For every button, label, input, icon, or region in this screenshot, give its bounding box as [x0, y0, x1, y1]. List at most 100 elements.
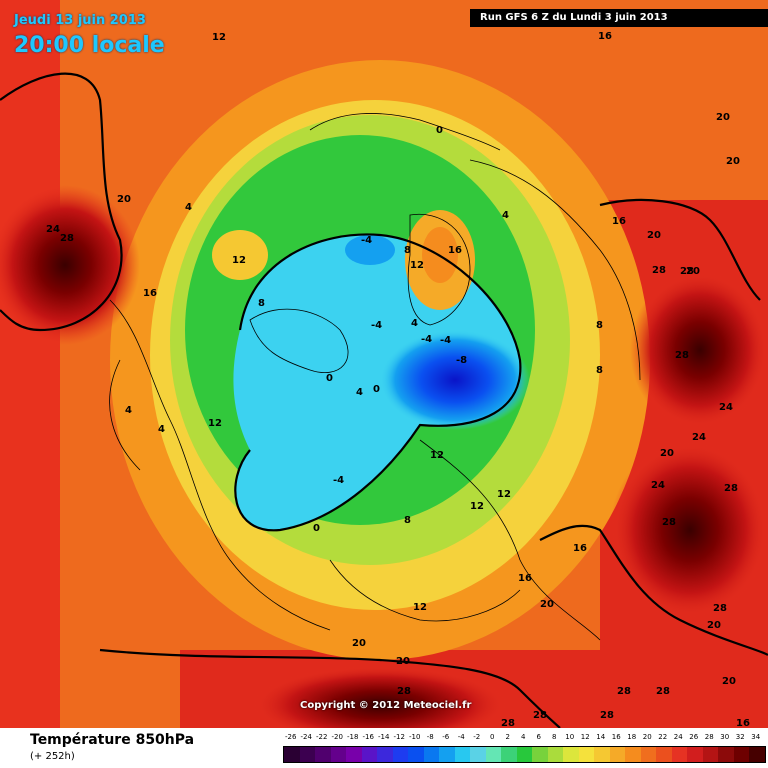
contour-label: 12 [430, 450, 444, 461]
contour-label: 16 [518, 573, 532, 584]
contour-label: 4 [125, 405, 132, 416]
copyright-notice: Copyright © 2012 Meteociel.fr [300, 700, 472, 711]
contour-label: 16 [448, 245, 462, 256]
warm-cell-alaska [212, 230, 268, 280]
scale-swatch [718, 747, 734, 762]
contour-label: 20 [726, 156, 740, 167]
contour-label: 28 [397, 686, 411, 697]
scale-tick-label: 34 [751, 733, 761, 741]
contour-label: 20 [540, 599, 554, 610]
scale-tick-label: 18 [627, 733, 637, 741]
scale-swatch [408, 747, 424, 762]
scale-tick-label: 24 [673, 733, 683, 741]
scale-tick-label: 22 [658, 733, 668, 741]
contour-label: 20 [396, 656, 410, 667]
contour-label: 28 [652, 265, 666, 276]
contour-label: 12 [212, 32, 226, 43]
scale-swatch [392, 747, 408, 762]
contour-label: 12 [413, 602, 427, 613]
contour-label: 0 [313, 523, 320, 534]
scale-swatch [516, 747, 532, 762]
contour-label: 4 [356, 387, 363, 398]
scale-swatch [656, 747, 672, 762]
contour-label: 16 [573, 543, 587, 554]
scale-tick-label: 14 [596, 733, 606, 741]
contour-label: 28 [656, 686, 670, 697]
contour-labels: 12 16 20 24 28 16 20 12 4 0 4 -4 16 12 8… [46, 31, 750, 728]
scale-tick-label: -12 [393, 733, 405, 741]
scale-swatch [609, 747, 625, 762]
contour-label: 4 [158, 424, 165, 435]
contour-label: 28 [501, 718, 515, 728]
temperature-map: 12 16 20 24 28 16 20 12 4 0 4 -4 16 12 8… [0, 0, 768, 728]
contour-label: 0 [373, 384, 380, 395]
scale-tick-label: -4 [457, 733, 465, 741]
scale-tick-label: -20 [331, 733, 343, 741]
scale-swatch [702, 747, 718, 762]
scale-swatch [594, 747, 610, 762]
contour-label: -4 [361, 235, 372, 246]
scale-tick-label: 16 [611, 733, 621, 741]
contour-label: 24 [719, 402, 733, 413]
scale-tick-label: 0 [490, 733, 495, 741]
contour-label: 0 [326, 373, 333, 384]
isotherms [0, 72, 768, 728]
color-scale-bar [283, 746, 766, 763]
scale-swatch [485, 747, 501, 762]
contour-label: 16 [143, 288, 157, 299]
scale-tick-label: -22 [316, 733, 328, 741]
contour-label: 8 [596, 365, 603, 376]
contour-label: 20 [722, 676, 736, 687]
contour-label: 28 [680, 266, 694, 277]
scale-tick-label: 20 [642, 733, 652, 741]
scale-swatch [299, 747, 315, 762]
contour-label: 28 [600, 710, 614, 721]
contour-label: -4 [371, 320, 382, 331]
cold-pool-siberia [380, 330, 530, 430]
contour-label: 4 [411, 318, 418, 329]
scale-swatch [547, 747, 563, 762]
scale-swatch [377, 747, 393, 762]
hot-cell-south [250, 665, 510, 728]
parameter-title: Température 850hPa [30, 732, 195, 748]
contour-label: -4 [440, 335, 451, 346]
scale-swatch [284, 747, 300, 762]
contour-label: 20 [117, 194, 131, 205]
scale-tick-label: 10 [565, 733, 575, 741]
scale-swatch [315, 747, 331, 762]
scale-tick-label: 2 [505, 733, 510, 741]
contour-label: 12 [497, 489, 511, 500]
contour-label: -4 [421, 334, 432, 345]
contour-label: 28 [675, 350, 689, 361]
scale-tick-label: 8 [552, 733, 557, 741]
contour-label: 20 [647, 230, 661, 241]
contour-label: 28 [662, 517, 676, 528]
scale-tick-label: -24 [300, 733, 312, 741]
scale-tick-label: 6 [536, 733, 541, 741]
scale-swatch [733, 747, 749, 762]
scale-swatch [470, 747, 486, 762]
scale-swatch [625, 747, 641, 762]
hot-cell-east-2 [610, 440, 768, 620]
contour-label: 8 [596, 320, 603, 331]
contour-label: 8 [258, 298, 265, 309]
scale-tick-label: -10 [409, 733, 421, 741]
contour-label: 28 [60, 233, 74, 244]
scale-tick-label: -6 [442, 733, 450, 741]
contour-label: 20 [716, 112, 730, 123]
contour-label: 24 [46, 224, 60, 235]
scale-swatch [501, 747, 517, 762]
contour-label: 12 [410, 260, 424, 271]
contour-label: 20 [660, 448, 674, 459]
contour-label: 24 [651, 480, 665, 491]
scale-swatch [439, 747, 455, 762]
forecast-hour: (+ 252h) [30, 751, 75, 762]
scale-tick-label: 30 [720, 733, 730, 741]
scale-tick-label: 32 [735, 733, 745, 741]
contour-label: 4 [502, 210, 509, 221]
scale-swatch [330, 747, 346, 762]
contour-label: 16 [612, 216, 626, 227]
contour-label: 0 [436, 125, 443, 136]
scale-swatch [346, 747, 362, 762]
contour-label: 20 [352, 638, 366, 649]
